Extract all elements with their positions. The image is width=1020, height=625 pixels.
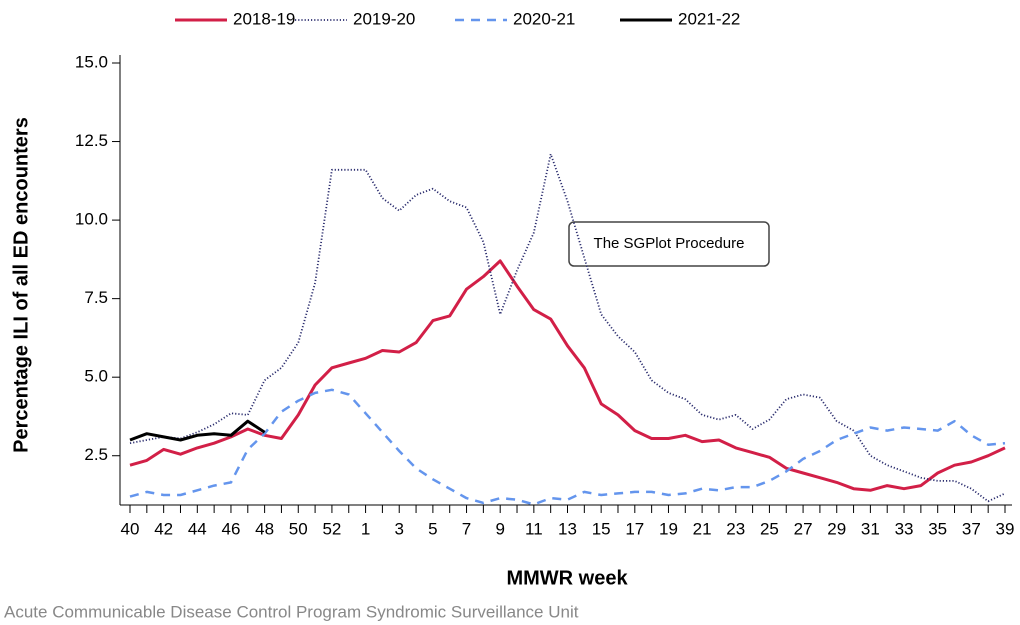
x-tick-label: 9 [495, 519, 504, 538]
series-line [129, 419, 266, 442]
x-tick-label: 52 [322, 519, 341, 538]
x-tick-label: 25 [760, 519, 779, 538]
x-tick-label: 1 [361, 519, 370, 538]
legend-label: 2019-20 [353, 9, 415, 28]
x-tick-label: 42 [154, 519, 173, 538]
x-tick-label: 50 [289, 519, 308, 538]
series-line [129, 153, 1006, 503]
y-tick-label: 7.5 [84, 288, 108, 307]
y-tick-label: 10.0 [75, 210, 108, 229]
x-tick-label: 19 [659, 519, 678, 538]
y-tick-label: 5.0 [84, 367, 108, 386]
x-tick-label: 13 [558, 519, 577, 538]
x-tick-label: 37 [962, 519, 981, 538]
x-tick-label: 29 [827, 519, 846, 538]
x-tick-label: 35 [928, 519, 947, 538]
x-tick-label: 46 [222, 519, 241, 538]
x-tick-label: 5 [428, 519, 437, 538]
x-tick-label: 40 [121, 519, 140, 538]
y-tick-label: 12.5 [75, 131, 108, 150]
x-tick-label: 17 [625, 519, 644, 538]
y-tick-label: 15.0 [75, 52, 108, 71]
x-tick-label: 7 [462, 519, 471, 538]
legend-label: 2020-21 [513, 9, 575, 28]
x-tick-label: 23 [726, 519, 745, 538]
annotation-box [568, 221, 770, 267]
x-tick-label: 27 [794, 519, 813, 538]
series-line [129, 388, 1006, 506]
y-axis-title: Percentage ILI of all ED encounters [10, 117, 32, 453]
x-tick-label: 3 [394, 519, 403, 538]
x-tick-label: 21 [693, 519, 712, 538]
x-tick-label: 31 [861, 519, 880, 538]
legend-label: 2018-19 [233, 9, 295, 28]
legend-label: 2021-22 [678, 9, 740, 28]
x-tick-label: 44 [188, 519, 207, 538]
x-tick-label: 33 [895, 519, 914, 538]
x-tick-label: 39 [996, 519, 1015, 538]
x-tick-label: 48 [255, 519, 274, 538]
footnote: Acute Communicable Disease Control Progr… [4, 602, 579, 621]
annotation: The SGPlot Procedure [594, 235, 745, 252]
x-axis-title: MMWR week [506, 567, 628, 589]
x-tick-label: 15 [592, 519, 611, 538]
y-tick-label: 2.5 [84, 445, 108, 464]
series-line [129, 259, 1006, 492]
x-tick-label: 11 [525, 519, 543, 538]
